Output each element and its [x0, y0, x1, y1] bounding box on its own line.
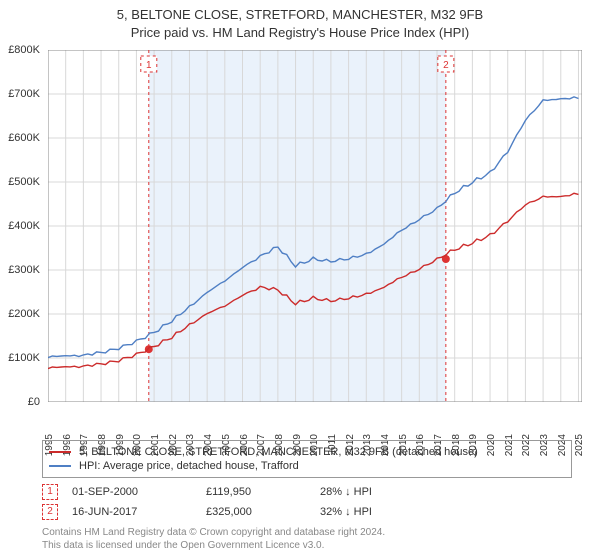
transaction-price: £119,950	[206, 486, 306, 498]
legend-text: 5, BELTONE CLOSE, STRETFORD, MANCHESTER,…	[79, 446, 478, 458]
transactions-table: 1 01-SEP-2000 £119,950 28% ↓ HPI 2 16-JUN-201…	[42, 482, 440, 522]
y-tick-label: £500K	[8, 176, 40, 188]
transaction-hpi-delta: 28% ↓ HPI	[320, 486, 440, 498]
svg-text:1: 1	[146, 60, 152, 71]
footer-line-1: Contains HM Land Registry data © Crown c…	[42, 526, 385, 539]
footer-line-2: This data is licensed under the Open Gov…	[42, 539, 385, 552]
chart-plot-area: 12	[48, 50, 582, 402]
svg-text:2: 2	[443, 60, 449, 71]
footer-attribution: Contains HM Land Registry data © Crown c…	[42, 526, 385, 552]
title-block: 5, BELTONE CLOSE, STRETFORD, MANCHESTER,…	[0, 0, 600, 42]
transaction-row: 1 01-SEP-2000 £119,950 28% ↓ HPI	[42, 482, 440, 502]
chart-svg: 12	[48, 50, 582, 402]
transaction-hpi-delta: 32% ↓ HPI	[320, 506, 440, 518]
legend-row: 5, BELTONE CLOSE, STRETFORD, MANCHESTER,…	[49, 445, 565, 459]
y-tick-label: £100K	[8, 352, 40, 364]
y-tick-label: £200K	[8, 308, 40, 320]
y-tick-label: £300K	[8, 264, 40, 276]
y-tick-label: £600K	[8, 132, 40, 144]
transaction-row: 2 16-JUN-2017 £325,000 32% ↓ HPI	[42, 502, 440, 522]
y-tick-label: £0	[28, 396, 40, 408]
title-line-2: Price paid vs. HM Land Registry's House …	[0, 24, 600, 42]
legend-row: HPI: Average price, detached house, Traf…	[49, 459, 565, 473]
legend-box: 5, BELTONE CLOSE, STRETFORD, MANCHESTER,…	[42, 440, 572, 478]
x-axis-labels: 1995199619971998199920002001200220032004…	[48, 404, 582, 438]
legend-swatch	[49, 465, 71, 467]
y-tick-label: £700K	[8, 88, 40, 100]
title-line-1: 5, BELTONE CLOSE, STRETFORD, MANCHESTER,…	[0, 6, 600, 24]
y-tick-label: £400K	[8, 220, 40, 232]
transaction-marker: 2	[42, 504, 58, 520]
y-tick-label: £800K	[8, 44, 40, 56]
y-axis-labels: £0£100K£200K£300K£400K£500K£600K£700K£80…	[0, 50, 44, 402]
transaction-marker: 1	[42, 484, 58, 500]
transaction-date: 01-SEP-2000	[72, 486, 192, 498]
legend-text: HPI: Average price, detached house, Traf…	[79, 460, 299, 472]
transaction-date: 16-JUN-2017	[72, 506, 192, 518]
x-tick-label: 2025	[574, 434, 585, 456]
legend-swatch	[49, 451, 71, 453]
chart-container: 5, BELTONE CLOSE, STRETFORD, MANCHESTER,…	[0, 0, 600, 560]
transaction-price: £325,000	[206, 506, 306, 518]
